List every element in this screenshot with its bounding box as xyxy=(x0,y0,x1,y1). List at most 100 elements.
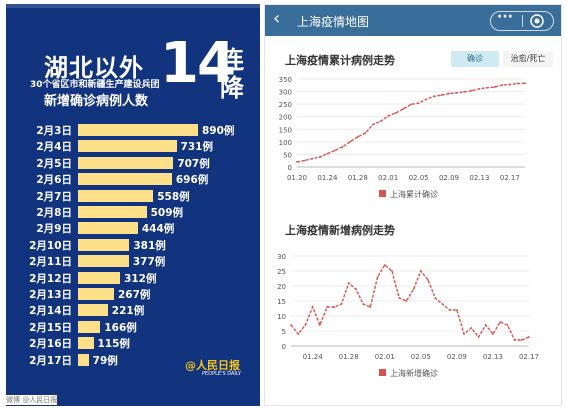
x-tick-label: 02.01 xyxy=(375,353,395,361)
x-tick-label: 01.24 xyxy=(317,174,338,182)
data-point xyxy=(326,152,329,155)
poster-bar xyxy=(78,353,89,366)
poster-image: 湖北以外 30个省区市和新疆生产建设兵团 新增确诊病例人数 14 连 降 2月3… xyxy=(6,4,260,406)
chevron-left-icon[interactable]: ‹ xyxy=(273,8,281,29)
data-point xyxy=(326,306,328,308)
data-point xyxy=(334,149,336,152)
data-point xyxy=(434,297,437,299)
data-point xyxy=(441,303,444,305)
data-point xyxy=(516,82,519,85)
x-tick-label: 02.09 xyxy=(447,353,467,361)
x-tick-label: 02.17 xyxy=(500,174,520,182)
x-tick-label: 02.13 xyxy=(483,353,503,361)
data-point xyxy=(364,132,367,134)
poster-bar-row: 2月16日 115例 xyxy=(6,335,260,351)
data-point xyxy=(440,94,443,96)
poster-bar-row: 2月5日 707例 xyxy=(6,155,260,171)
poster-caption: 新增确诊病例人数 xyxy=(44,94,149,109)
poster-bar-value: 381例 xyxy=(133,239,166,252)
peoples-daily-logo: @人民日报 xyxy=(185,359,240,372)
data-point xyxy=(376,276,379,278)
data-point xyxy=(297,333,300,335)
y-tick-label: 0 xyxy=(288,164,292,172)
data-point xyxy=(448,92,450,95)
y-tick-label: 200 xyxy=(279,114,292,122)
data-point xyxy=(506,324,509,326)
y-tick-label: 30 xyxy=(277,253,286,261)
poster-bar-date: 2月16日 xyxy=(29,338,72,351)
data-point xyxy=(296,161,298,163)
poster-bar-value: 377例 xyxy=(132,256,166,269)
x-tick-label: 02.09 xyxy=(439,174,459,182)
x-tick-label: 02.01 xyxy=(378,174,398,182)
poster-bar-date: 2月7日 xyxy=(36,190,72,203)
data-point xyxy=(501,84,504,86)
poster-bar xyxy=(78,140,177,153)
poster-bar-date: 2月12日 xyxy=(29,272,72,285)
x-tick-label: 02.05 xyxy=(409,174,429,182)
legend-label: 上海累计确诊 xyxy=(390,189,438,199)
weibo-watermark: 微博 @人民日报 xyxy=(6,395,58,405)
data-point xyxy=(405,300,408,302)
legend-swatch xyxy=(379,369,386,376)
data-point xyxy=(493,86,496,88)
y-tick-label: 25 xyxy=(277,268,286,276)
y-tick-label: 150 xyxy=(279,126,292,134)
data-point xyxy=(448,309,451,311)
mini-program-capsule: ··· xyxy=(490,9,554,31)
poster-bar xyxy=(78,337,94,350)
y-tick-label: 250 xyxy=(279,101,292,109)
data-point xyxy=(520,339,523,341)
poster-bar-value: 166例 xyxy=(104,321,137,334)
data-point xyxy=(340,303,343,305)
new-cases-chart-title: 上海疫情新增病例走势 xyxy=(285,224,395,237)
close-circle-icon[interactable] xyxy=(529,13,545,29)
data-point xyxy=(402,108,405,110)
poster-bar-value: 558例 xyxy=(157,190,190,203)
data-point xyxy=(303,159,306,162)
poster-bar-value: 890例 xyxy=(202,125,235,137)
series-line xyxy=(296,82,526,163)
poster-bar-date: 2月6日 xyxy=(36,174,72,187)
data-point xyxy=(355,288,357,290)
more-icon[interactable]: ··· xyxy=(497,9,513,25)
data-point xyxy=(369,306,372,308)
data-point xyxy=(379,120,382,123)
data-point xyxy=(470,89,473,92)
poster-streak-char-2: 降 xyxy=(220,74,244,102)
poster-bar-date: 2月15日 xyxy=(29,321,72,334)
data-point xyxy=(419,270,422,272)
tab-recovered-deaths[interactable]: 治愈/死亡 xyxy=(503,51,553,67)
poster-bar-row: 2月8日 509例 xyxy=(6,204,260,220)
poster-bar xyxy=(78,124,198,136)
tab-confirmed[interactable]: 确诊 xyxy=(451,51,499,67)
y-tick-label: 350 xyxy=(279,76,292,84)
data-point xyxy=(290,324,292,326)
data-point xyxy=(347,282,350,284)
y-tick-label: 300 xyxy=(279,89,292,97)
poster-bar xyxy=(78,271,121,284)
data-point xyxy=(455,309,458,311)
poster-streak-char-1: 连 xyxy=(220,46,244,74)
data-point xyxy=(417,102,420,105)
poster-bar-date: 2月4日 xyxy=(36,141,72,154)
data-point xyxy=(333,306,336,308)
phone-screen: ‹ 上海疫情地图 ··· 上海疫情累计病例走势 确诊 治愈/死亡 0 50 100 1… xyxy=(264,4,562,406)
poster-top-stripe xyxy=(6,4,260,8)
poster-bar-row: 2月14日 221例 xyxy=(6,302,260,318)
poster-bar-value: 221例 xyxy=(111,305,145,318)
poster-bar-row: 2月7日 558例 xyxy=(6,188,260,204)
data-point xyxy=(455,91,458,94)
x-tick-label: 01.28 xyxy=(348,174,368,182)
poster-bar-row: 2月4日 731例 xyxy=(6,138,260,154)
poster-bar-value: 444例 xyxy=(141,223,175,236)
data-point xyxy=(304,324,307,326)
data-point xyxy=(486,86,488,89)
poster-bar-row: 2月9日 444例 xyxy=(6,220,260,236)
poster-bar xyxy=(78,238,130,251)
poster-bar-value: 312例 xyxy=(124,272,157,285)
poster-bar-value: 79例 xyxy=(92,354,118,367)
data-point xyxy=(362,303,365,305)
y-tick-label: 15 xyxy=(277,298,286,306)
data-point xyxy=(394,112,397,114)
